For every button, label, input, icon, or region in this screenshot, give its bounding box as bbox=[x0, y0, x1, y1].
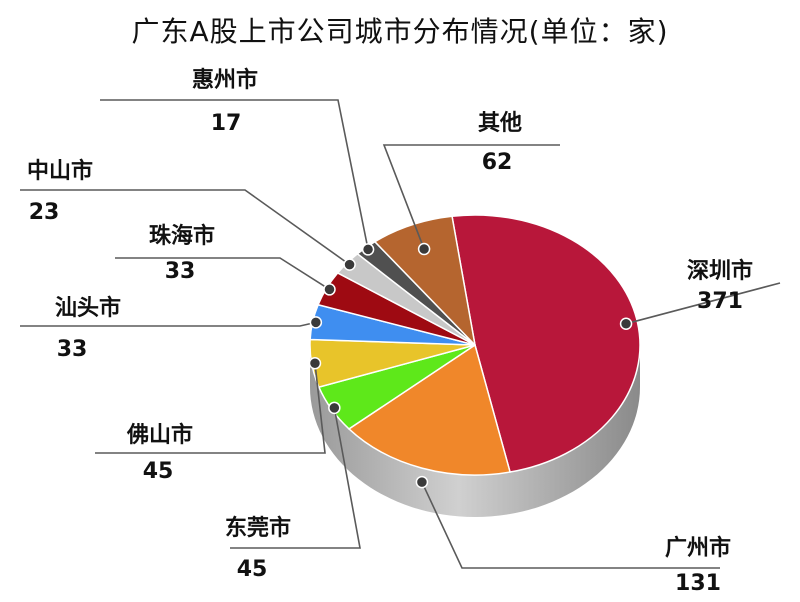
leader-line-7 bbox=[100, 99, 369, 250]
slice-value-4: 33 bbox=[57, 337, 88, 362]
slice-label-2: 东莞市 bbox=[225, 515, 291, 541]
leader-dot-2 bbox=[328, 401, 341, 415]
slice-value-0: 371 bbox=[697, 289, 743, 314]
leader-dot-4 bbox=[309, 316, 323, 329]
leader-dot-5 bbox=[323, 283, 336, 296]
pie-side-band bbox=[310, 345, 640, 517]
pie-slice-8 bbox=[373, 215, 477, 348]
leader-dot-1 bbox=[415, 475, 429, 489]
slice-label-8: 其他 bbox=[478, 111, 522, 136]
leader-dot-3 bbox=[308, 357, 322, 370]
pie-3d-side bbox=[310, 345, 640, 517]
leader-line-5 bbox=[115, 257, 330, 291]
slice-value-1: 131 bbox=[675, 571, 721, 596]
leader-line-6 bbox=[20, 189, 351, 266]
leader-line-8 bbox=[382, 144, 560, 250]
leader-line-4 bbox=[20, 321, 317, 327]
slice-value-3: 45 bbox=[143, 459, 174, 484]
leader-dot-0 bbox=[619, 317, 633, 330]
slice-label-4: 汕头市 bbox=[55, 295, 121, 321]
leader-dot-8 bbox=[417, 242, 431, 256]
slice-label-5: 珠海市 bbox=[149, 223, 215, 249]
slice-label-0: 深圳市 bbox=[687, 258, 753, 284]
pie-slice-0 bbox=[451, 214, 641, 473]
leader-line-0 bbox=[625, 282, 781, 325]
leader-line-1 bbox=[421, 481, 720, 569]
leader-line-2 bbox=[230, 407, 361, 549]
leader-line-3 bbox=[95, 363, 326, 454]
leader-dot-6 bbox=[343, 258, 356, 271]
leader-lines bbox=[20, 99, 781, 569]
slice-value-7: 17 bbox=[211, 111, 242, 136]
slice-value-6: 23 bbox=[29, 200, 60, 225]
slice-labels: 深圳市 371 广州市 131 东莞市 45 佛山市 45 汕头市 33 珠海市 33 中山市 23 惠州市… bbox=[27, 67, 753, 596]
slice-label-7: 惠州市 bbox=[192, 67, 258, 93]
leader-dot-7 bbox=[361, 243, 375, 256]
slice-value-5: 33 bbox=[165, 259, 196, 284]
slice-label-3: 佛山市 bbox=[126, 422, 193, 448]
slice-label-1: 广州市 bbox=[665, 535, 731, 561]
slice-value-8: 62 bbox=[482, 150, 513, 175]
pie-slices bbox=[309, 214, 641, 476]
chart-title: 广东A股上市公司城市分布情况(单位：家) bbox=[131, 15, 669, 48]
pie-slice-1 bbox=[347, 343, 511, 476]
slice-label-6: 中山市 bbox=[27, 158, 93, 184]
slice-value-2: 45 bbox=[237, 557, 268, 582]
